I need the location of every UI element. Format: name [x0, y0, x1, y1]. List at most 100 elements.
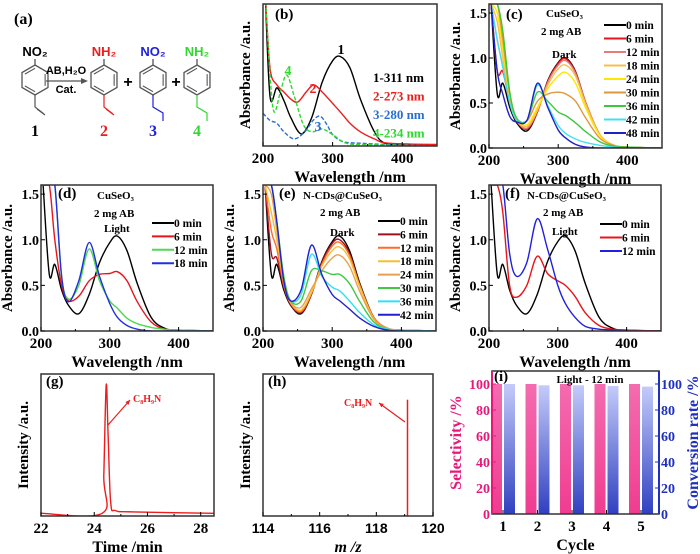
panel-label: (d)	[58, 186, 76, 202]
condition-annotation: Light - 12 min	[557, 374, 624, 386]
condition-annotation: Dark	[330, 227, 355, 239]
y-axis-title-left: Selectivity /%	[448, 395, 465, 490]
chart-panel-h: 114 116 118 120 m /z Intensity /a.u. (h) C₈H₉N	[238, 373, 445, 554]
plus-sign: +	[123, 74, 132, 91]
legend-entry: 0 min	[626, 20, 654, 32]
condition-annotation: 2 mg AB	[94, 208, 135, 220]
x-tick-label: 300	[99, 336, 122, 352]
panel-label: (b)	[275, 7, 293, 23]
y-tick-label-right: 60	[661, 430, 675, 445]
panel-label: (f)	[505, 186, 520, 202]
compound-number: 3	[149, 123, 157, 140]
double-bond	[186, 67, 198, 75]
x-tick-label: 5	[637, 519, 645, 535]
y-tick-label: 0.0	[22, 325, 40, 340]
legend-entry: 12 min	[174, 245, 208, 257]
compound-1: NO₂ 1	[21, 44, 49, 140]
condition-annotation: Dark	[552, 49, 577, 61]
panel-label: (g)	[46, 374, 64, 390]
x-axis-title: Cycle	[556, 537, 594, 554]
plot-area	[263, 4, 437, 146]
reagent-label: AB,H₂O	[46, 65, 87, 77]
legend-entry: 2-273 nm	[373, 89, 425, 104]
x-axis-title: Wavelength /nm	[520, 171, 632, 188]
bar-conversion	[642, 386, 653, 514]
catalyst-label: Cat.	[56, 84, 77, 96]
benzene-ring	[90, 64, 118, 96]
compound-2: NH₂ 2	[90, 44, 118, 140]
double-bond	[93, 67, 105, 75]
legend-entry: 24 min	[626, 74, 660, 86]
legend-entry: 3-280 nm	[373, 107, 425, 122]
plot-area	[492, 384, 653, 514]
y-tick-label: 1.0	[470, 52, 488, 67]
legend-entry: 42 min	[400, 310, 434, 322]
condition-annotation: Light	[552, 226, 578, 238]
double-bond	[142, 85, 154, 93]
legend-entry: 6 min	[622, 233, 650, 245]
x-tick-label: 400	[616, 153, 639, 169]
series-line-2-273-nm	[265, 4, 437, 146]
functional-group: NO₂	[22, 44, 48, 59]
functional-group: NH₂	[92, 44, 117, 59]
series-line-42-min	[490, 4, 662, 148]
bar-selectivity	[492, 384, 502, 514]
legend-entry: 42 min	[626, 115, 660, 127]
arrowhead-icon	[125, 400, 130, 405]
condition-annotation: 2 mg AB	[541, 26, 582, 38]
y-tick-label-right: 20	[661, 482, 675, 497]
x-axis-title: m /z	[334, 539, 362, 554]
double-bond	[186, 85, 198, 93]
chart-panel-d: 200 300 400 0.0 0.5 1.0 1.5 Wavelength /nm Absor…	[0, 184, 214, 371]
ethyl-group	[152, 95, 164, 121]
compound-number: 1	[31, 123, 39, 140]
x-axis-title: Wavelength /nm	[519, 354, 631, 371]
x-axis-title: Wavelength /nm	[294, 169, 406, 186]
y-axis-title: Absorbance /a.u.	[448, 22, 464, 130]
y-tick-label-left: 40	[476, 456, 490, 471]
chart-panel-g: 22 24 26 28 Time /min Intensity /a.u. (g) C₈H₉N	[16, 373, 215, 554]
x-tick-label: 300	[547, 336, 570, 352]
compound-4: NH₂ 4	[183, 44, 211, 140]
legend-entry: 12 min	[626, 47, 660, 59]
bar-selectivity	[525, 384, 537, 514]
y-axis-title: Absorbance /a.u.	[222, 204, 238, 312]
plot-area	[264, 185, 436, 331]
x-tick-label: 200	[252, 151, 275, 167]
series-line-4-234-nm	[265, 4, 437, 146]
series-line-0-min	[42, 185, 213, 331]
x-tick-label: 3	[568, 519, 576, 535]
chart-panel-b: 200 300 400 Wavelength /nm Absorbance /a.u. (…	[238, 3, 438, 186]
y-tick-label: 0.5	[22, 279, 40, 294]
x-tick-label: 2	[534, 519, 542, 535]
benzene-ring	[21, 64, 49, 96]
compound-number: 2	[100, 123, 108, 140]
series-line-0	[41, 383, 214, 516]
legend-entry: 48 min	[626, 128, 660, 140]
compound-annotation: C₈H₉N	[344, 398, 373, 409]
series-line-18-min	[43, 185, 213, 331]
compound-number: 4	[193, 123, 201, 140]
double-bond	[93, 85, 105, 93]
y-tick-label-right: 0	[661, 508, 668, 523]
x-tick-label: 4	[603, 519, 611, 535]
plot-frame	[262, 3, 438, 147]
legend-entry: 12 min	[400, 243, 434, 255]
compound-annotation: C₈H₉N	[133, 394, 162, 405]
legend-entry: 36 min	[626, 101, 660, 113]
panel-label: (c)	[506, 7, 523, 23]
condition-annotation: Light	[104, 223, 130, 235]
bar-conversion	[538, 385, 550, 514]
condition-annotation: CuSeO₃	[546, 8, 584, 20]
y-tick-label-left: 80	[476, 404, 490, 419]
double-bond	[24, 85, 36, 93]
vinyl-double-bond	[105, 108, 115, 116]
panel-label: (e)	[279, 186, 296, 202]
y-tick-label-left: 0	[483, 508, 490, 523]
chart-panel-i: 1 2 3 4 5 0 0 20 20 40 40 60 60 80 80 100 100 Selectivity…	[448, 369, 700, 554]
legend-entry: 30 min	[400, 283, 434, 295]
bar-selectivity	[629, 384, 640, 514]
legend-entry: 0 min	[622, 219, 650, 231]
y-tick-label-right: 40	[661, 456, 675, 471]
